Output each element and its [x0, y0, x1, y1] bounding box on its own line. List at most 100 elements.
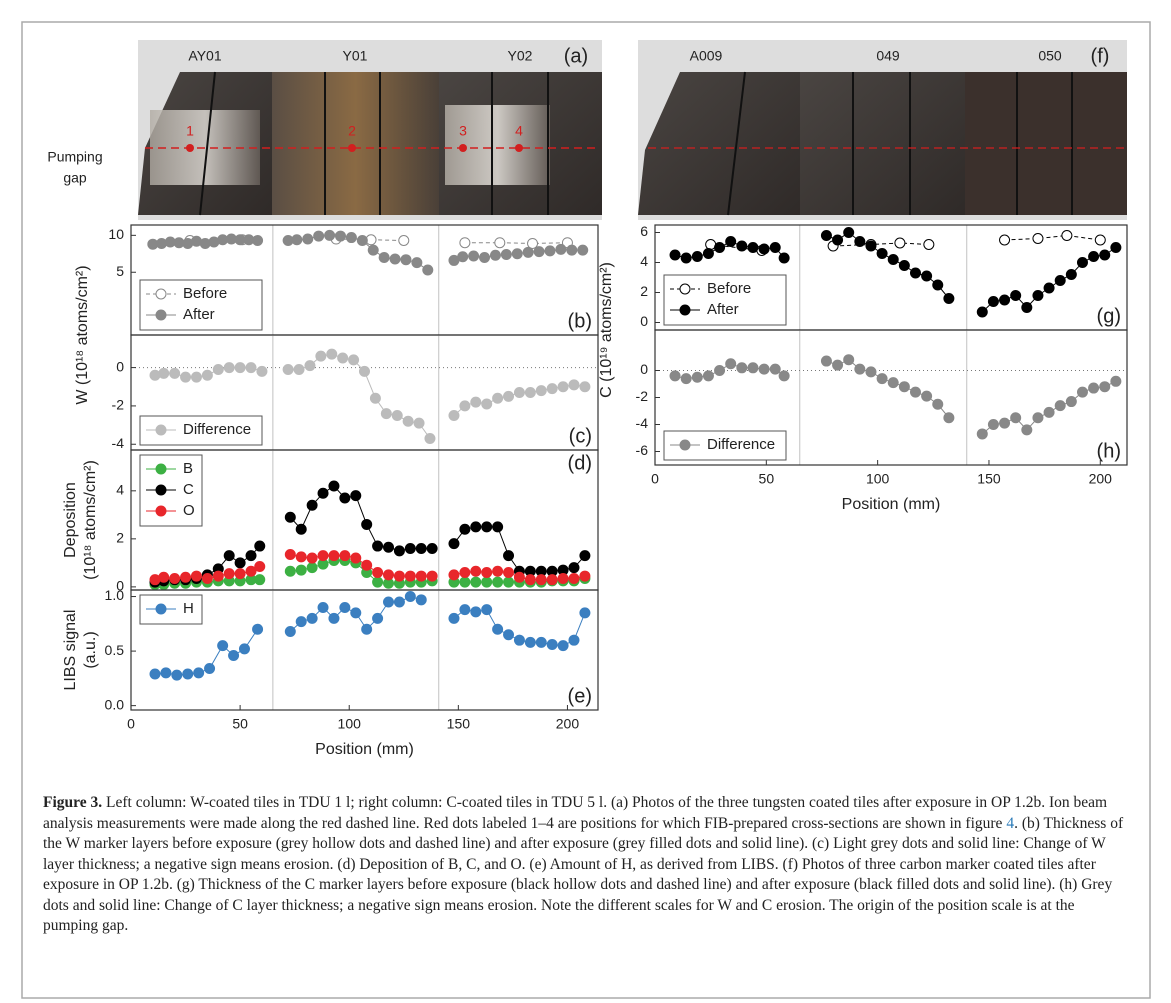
- x-tick-label: 200: [556, 716, 580, 732]
- data-point: [557, 572, 569, 584]
- data-point: [468, 250, 480, 262]
- data-point: [470, 576, 482, 588]
- y-tick-label: -2: [112, 397, 125, 413]
- panel-label: (h): [1097, 440, 1121, 462]
- data-point: [898, 260, 910, 271]
- y-tick-label: -4: [112, 435, 125, 451]
- tile-label: A009: [690, 48, 723, 64]
- data-point: [524, 636, 536, 648]
- data-point: [448, 569, 460, 581]
- data-point: [404, 591, 416, 603]
- legend-label: Before: [183, 285, 227, 302]
- data-point: [976, 428, 988, 440]
- data-point: [492, 392, 504, 404]
- data-point: [393, 596, 405, 608]
- data-point: [149, 668, 161, 680]
- photo-panel-a: [138, 40, 602, 220]
- tile-gap: [727, 71, 1073, 216]
- data-point: [492, 623, 504, 635]
- data-point: [282, 364, 294, 375]
- data-point: [1088, 382, 1100, 394]
- legend-label: After: [183, 306, 215, 323]
- panel-label: (c): [569, 425, 592, 447]
- y-tick-label: 2: [116, 530, 124, 546]
- data-point: [180, 371, 192, 383]
- data-point: [503, 566, 515, 578]
- data-point: [313, 230, 325, 242]
- legend-label: C: [183, 481, 194, 498]
- data-point: [378, 251, 390, 263]
- data-point: [345, 232, 357, 244]
- data-point: [1032, 233, 1044, 244]
- data-point: [887, 377, 899, 389]
- tile-label: 049: [876, 48, 900, 64]
- data-point: [691, 251, 703, 262]
- y-axis-title: (a.u.): [82, 631, 99, 668]
- data-point: [479, 251, 491, 263]
- data-point: [524, 574, 536, 586]
- data-point: [302, 233, 314, 245]
- figure-link[interactable]: 4: [1006, 814, 1015, 832]
- data-point: [533, 246, 545, 258]
- figure-frame: [21, 21, 1151, 999]
- data-point: [245, 550, 257, 562]
- data-point: [223, 362, 235, 374]
- data-point: [234, 362, 246, 374]
- data-point: [234, 557, 246, 569]
- data-point: [448, 538, 460, 550]
- data-point: [328, 550, 340, 562]
- data-point: [295, 523, 307, 535]
- data-point: [284, 565, 296, 577]
- data-point: [769, 242, 781, 253]
- data-point: [398, 235, 410, 247]
- data-point: [182, 668, 194, 680]
- data-point: [293, 364, 305, 375]
- data-point: [256, 365, 268, 377]
- data-point: [315, 350, 327, 362]
- data-point: [359, 365, 370, 377]
- legend-box: [139, 279, 263, 331]
- legend-marker: [679, 283, 691, 295]
- legend-label: H: [183, 600, 194, 617]
- data-point: [252, 623, 264, 635]
- data-point: [492, 521, 504, 533]
- data-point: [568, 562, 580, 574]
- data-point: [513, 387, 525, 398]
- data-point: [212, 570, 224, 582]
- data-point: [295, 551, 307, 563]
- chart-panel: 0 -2 -4 Difference (c): [112, 334, 599, 451]
- tile-label: Y02: [508, 48, 533, 64]
- fib-points: 1 2 3 4: [186, 123, 523, 152]
- data-point: [361, 559, 373, 571]
- y-tick-label: 0.5: [105, 642, 125, 658]
- y-axis-title: LIBS signal: [62, 610, 79, 691]
- data-point: [714, 242, 726, 253]
- data-point: [999, 234, 1011, 246]
- y-tick-label: 2: [640, 283, 648, 299]
- data-point: [568, 572, 580, 584]
- data-point: [459, 523, 471, 535]
- tile-label: 050: [1038, 48, 1062, 64]
- side-label: Pumping: [47, 149, 102, 165]
- x-tick-label: 100: [866, 471, 890, 487]
- data-point: [736, 362, 748, 374]
- data-point: [535, 636, 547, 648]
- data-point: [736, 240, 748, 252]
- data-point: [328, 480, 340, 492]
- data-point: [579, 550, 591, 562]
- data-point: [337, 352, 349, 364]
- legend-marker: [155, 505, 167, 517]
- data-point: [1054, 400, 1066, 412]
- data-point: [254, 560, 266, 572]
- data-point: [669, 249, 681, 261]
- data-point: [555, 243, 567, 255]
- data-point: [372, 612, 384, 624]
- y-axis-title: C (10¹⁹ atoms/cm²): [598, 262, 615, 398]
- data-point: [217, 640, 229, 652]
- legend: Difference: [139, 415, 263, 446]
- data-point: [470, 396, 482, 408]
- panel-label: (g): [1097, 305, 1121, 327]
- data-point: [999, 294, 1011, 306]
- data-point: [522, 246, 534, 258]
